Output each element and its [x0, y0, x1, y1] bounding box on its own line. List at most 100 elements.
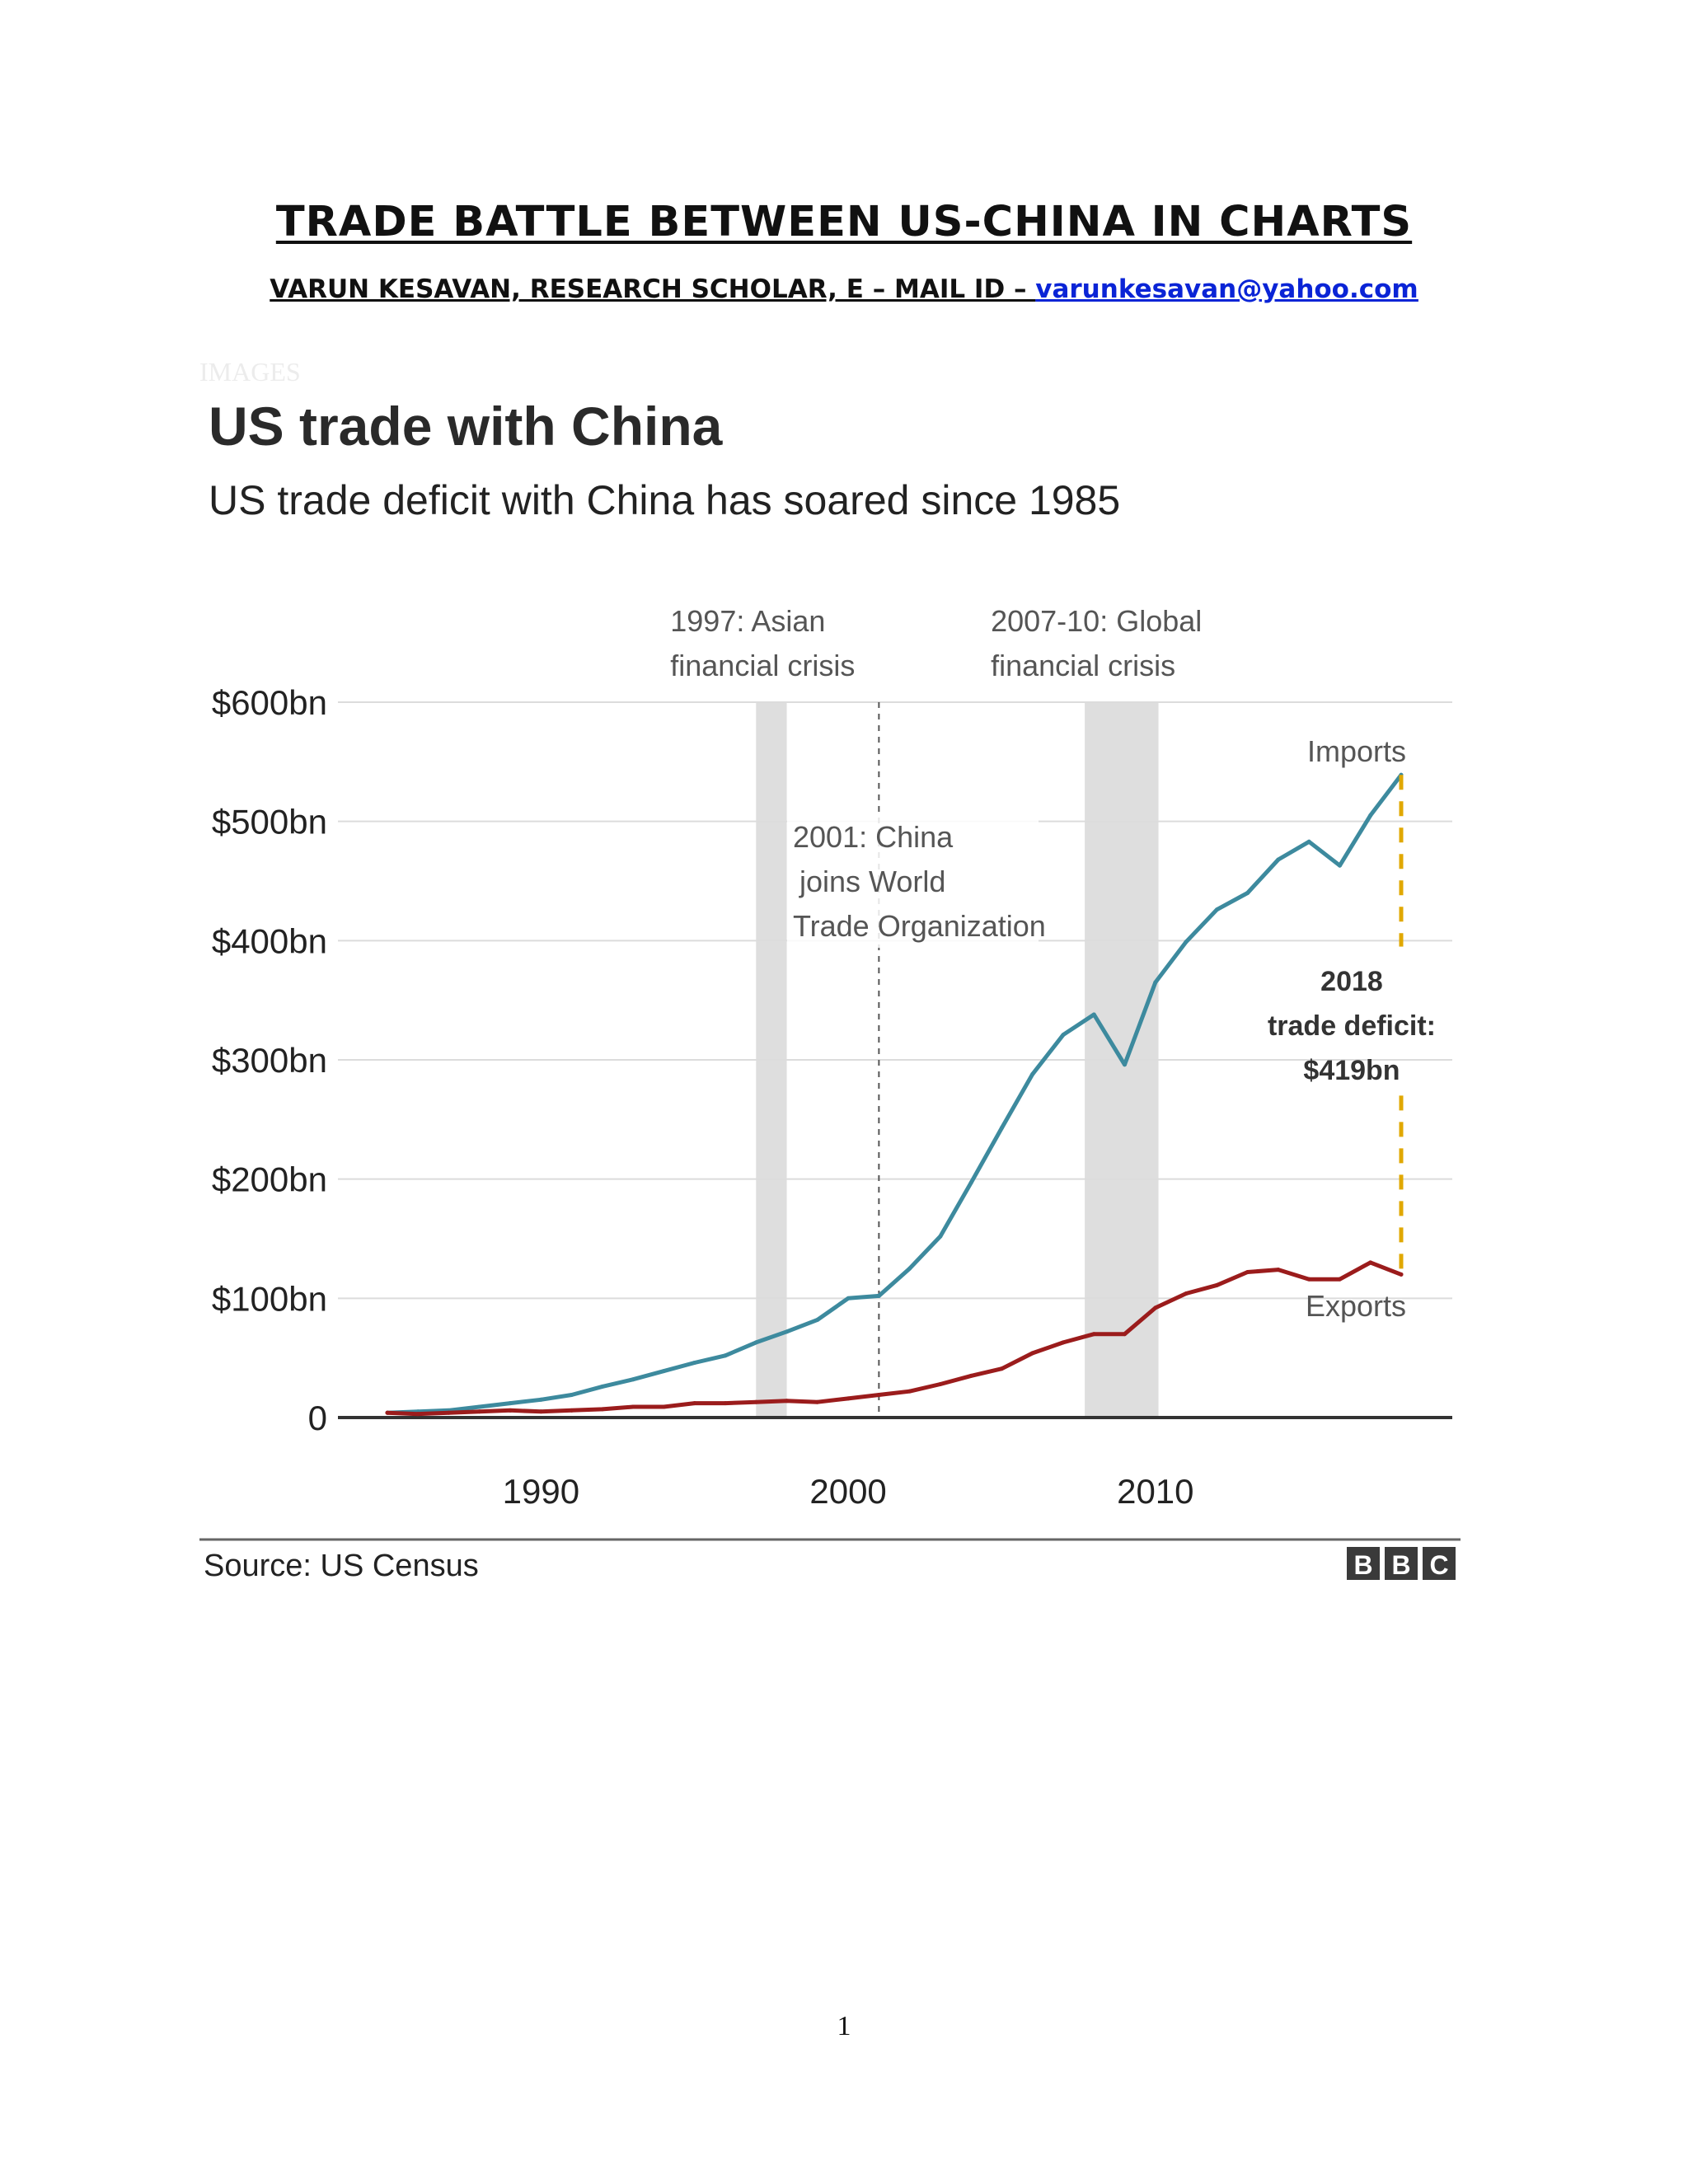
- data-point-imports: [692, 1360, 697, 1365]
- data-point-exports: [1123, 1332, 1128, 1337]
- data-point-imports: [1153, 980, 1158, 985]
- data-point-exports: [477, 1409, 482, 1414]
- data-point-exports: [538, 1409, 543, 1414]
- data-point-exports: [570, 1408, 574, 1413]
- images-label: IMAGES: [199, 357, 301, 387]
- data-point-exports: [1214, 1282, 1219, 1287]
- data-point-exports: [723, 1401, 728, 1406]
- page-number: 1: [837, 2011, 851, 2041]
- data-point-exports: [1368, 1260, 1373, 1265]
- data-point-imports: [968, 1180, 973, 1185]
- data-point-imports: [876, 1293, 881, 1298]
- logo-box-1: [1347, 1547, 1380, 1580]
- y-tick-label: $500bn: [212, 803, 327, 841]
- data-point-exports: [968, 1373, 973, 1378]
- data-point-exports: [1061, 1340, 1066, 1345]
- deficit-label-line-2: trade deficit:: [1268, 1010, 1436, 1042]
- data-point-imports: [938, 1234, 943, 1239]
- data-point-exports: [999, 1366, 1004, 1371]
- deficit-label-line-3: $419bn: [1303, 1055, 1400, 1086]
- source-text: Source: US Census: [204, 1549, 479, 1583]
- data-point-exports: [692, 1401, 697, 1406]
- author-line: VARUN KESAVAN, RESEARCH SCHOLAR, E – MAI…: [270, 274, 1036, 304]
- data-point-exports: [1245, 1270, 1250, 1275]
- y-tick-label: $100bn: [212, 1279, 327, 1318]
- data-point-imports: [538, 1397, 543, 1402]
- data-point-imports: [785, 1329, 790, 1334]
- logo-letter-3: C: [1429, 1550, 1448, 1580]
- series-label-exports: Exports: [1306, 1289, 1406, 1323]
- event-label-line-1: 2001: China: [793, 820, 954, 854]
- x-tick-label: 1990: [503, 1472, 579, 1511]
- data-point-imports: [846, 1296, 851, 1301]
- data-point-exports: [1091, 1332, 1096, 1337]
- data-point-imports: [999, 1125, 1004, 1130]
- event-label-line-2: joins World: [799, 865, 945, 898]
- data-point-imports: [477, 1404, 482, 1409]
- data-point-exports: [1153, 1305, 1158, 1310]
- y-tick-label: $200bn: [212, 1160, 327, 1199]
- logo-box-2: [1385, 1547, 1418, 1580]
- crisis-label-1-line-1: 1997: Asian: [670, 604, 825, 638]
- x-tick-label: 2000: [809, 1472, 886, 1511]
- tick-labels: $600bn $500bn $400bn $300bn $200bn $100bn 0 199…: [212, 683, 1194, 1511]
- data-point-imports: [815, 1317, 820, 1322]
- data-point-imports: [907, 1266, 912, 1271]
- data-point-exports: [876, 1393, 881, 1398]
- data-point-exports: [1184, 1291, 1189, 1296]
- gridlines: [338, 701, 1452, 1419]
- data-point-imports: [1276, 857, 1281, 862]
- data-point-exports: [415, 1412, 420, 1417]
- data-point-exports: [785, 1399, 790, 1404]
- data-point-exports: [815, 1399, 820, 1404]
- data-point-imports: [1091, 1012, 1096, 1017]
- document-title: TRADE BATTLE BETWEEN US-CHINA IN CHARTS: [275, 198, 1413, 246]
- series-line-imports: [385, 772, 1404, 1415]
- series-line-exports: [385, 1260, 1404, 1417]
- document-byline: VARUN KESAVAN, RESEARCH SCHOLAR, E – MAI…: [0, 274, 1688, 304]
- data-point-exports: [846, 1396, 851, 1401]
- data-point-exports: [385, 1410, 390, 1415]
- data-point-exports: [938, 1381, 943, 1386]
- data-point-imports: [1245, 890, 1250, 895]
- data-point-imports: [723, 1353, 728, 1358]
- data-point-exports: [1399, 1272, 1404, 1277]
- data-point-imports: [1030, 1071, 1035, 1076]
- event-label-background: [787, 812, 1039, 948]
- data-point-imports: [753, 1340, 758, 1345]
- chart-subtitle: US trade deficit with China has soared s…: [209, 477, 1120, 523]
- series-label-imports: Imports: [1307, 734, 1406, 768]
- crisis-label-2-line-1: 2007-10: Global: [991, 604, 1202, 638]
- logo-box-3: [1423, 1547, 1456, 1580]
- y-tick-label: 0: [308, 1399, 327, 1437]
- data-point-imports: [1123, 1062, 1128, 1067]
- annotations: 1997: Asian financial crisis 2007-10: Glob…: [670, 604, 1436, 1323]
- data-point-imports: [1368, 813, 1373, 818]
- data-point-imports: [1061, 1033, 1066, 1038]
- data-point-exports: [1306, 1277, 1311, 1282]
- crisis-label-2-line-2: financial crisis: [991, 649, 1175, 682]
- data-point-exports: [600, 1407, 605, 1412]
- y-tick-label: $400bn: [212, 921, 327, 960]
- data-point-exports: [631, 1404, 635, 1409]
- chart-title: US trade with China: [209, 396, 724, 457]
- data-point-exports: [447, 1410, 452, 1415]
- data-point-imports: [1306, 839, 1311, 844]
- event-label-line-3: Trade Organization: [793, 909, 1046, 943]
- data-point-exports: [907, 1389, 912, 1394]
- chart-footer: Source: US Census B B C: [199, 1538, 1461, 1583]
- data-point-imports: [508, 1401, 513, 1406]
- data-point-imports: [661, 1369, 666, 1374]
- y-tick-label: $300bn: [212, 1041, 327, 1080]
- data-point-exports: [1337, 1277, 1342, 1282]
- data-point-imports: [631, 1377, 635, 1382]
- data-point-exports: [1276, 1268, 1281, 1272]
- data-point-imports: [1184, 940, 1189, 944]
- deficit-label-line-1: 2018: [1320, 966, 1383, 997]
- logo-letter-1: B: [1353, 1550, 1372, 1580]
- logo-letter-2: B: [1391, 1550, 1410, 1580]
- email-link[interactable]: varunkesavan@yahoo.com: [1035, 274, 1418, 304]
- data-point-exports: [753, 1399, 758, 1404]
- crisis-label-1-line-2: financial crisis: [670, 649, 855, 682]
